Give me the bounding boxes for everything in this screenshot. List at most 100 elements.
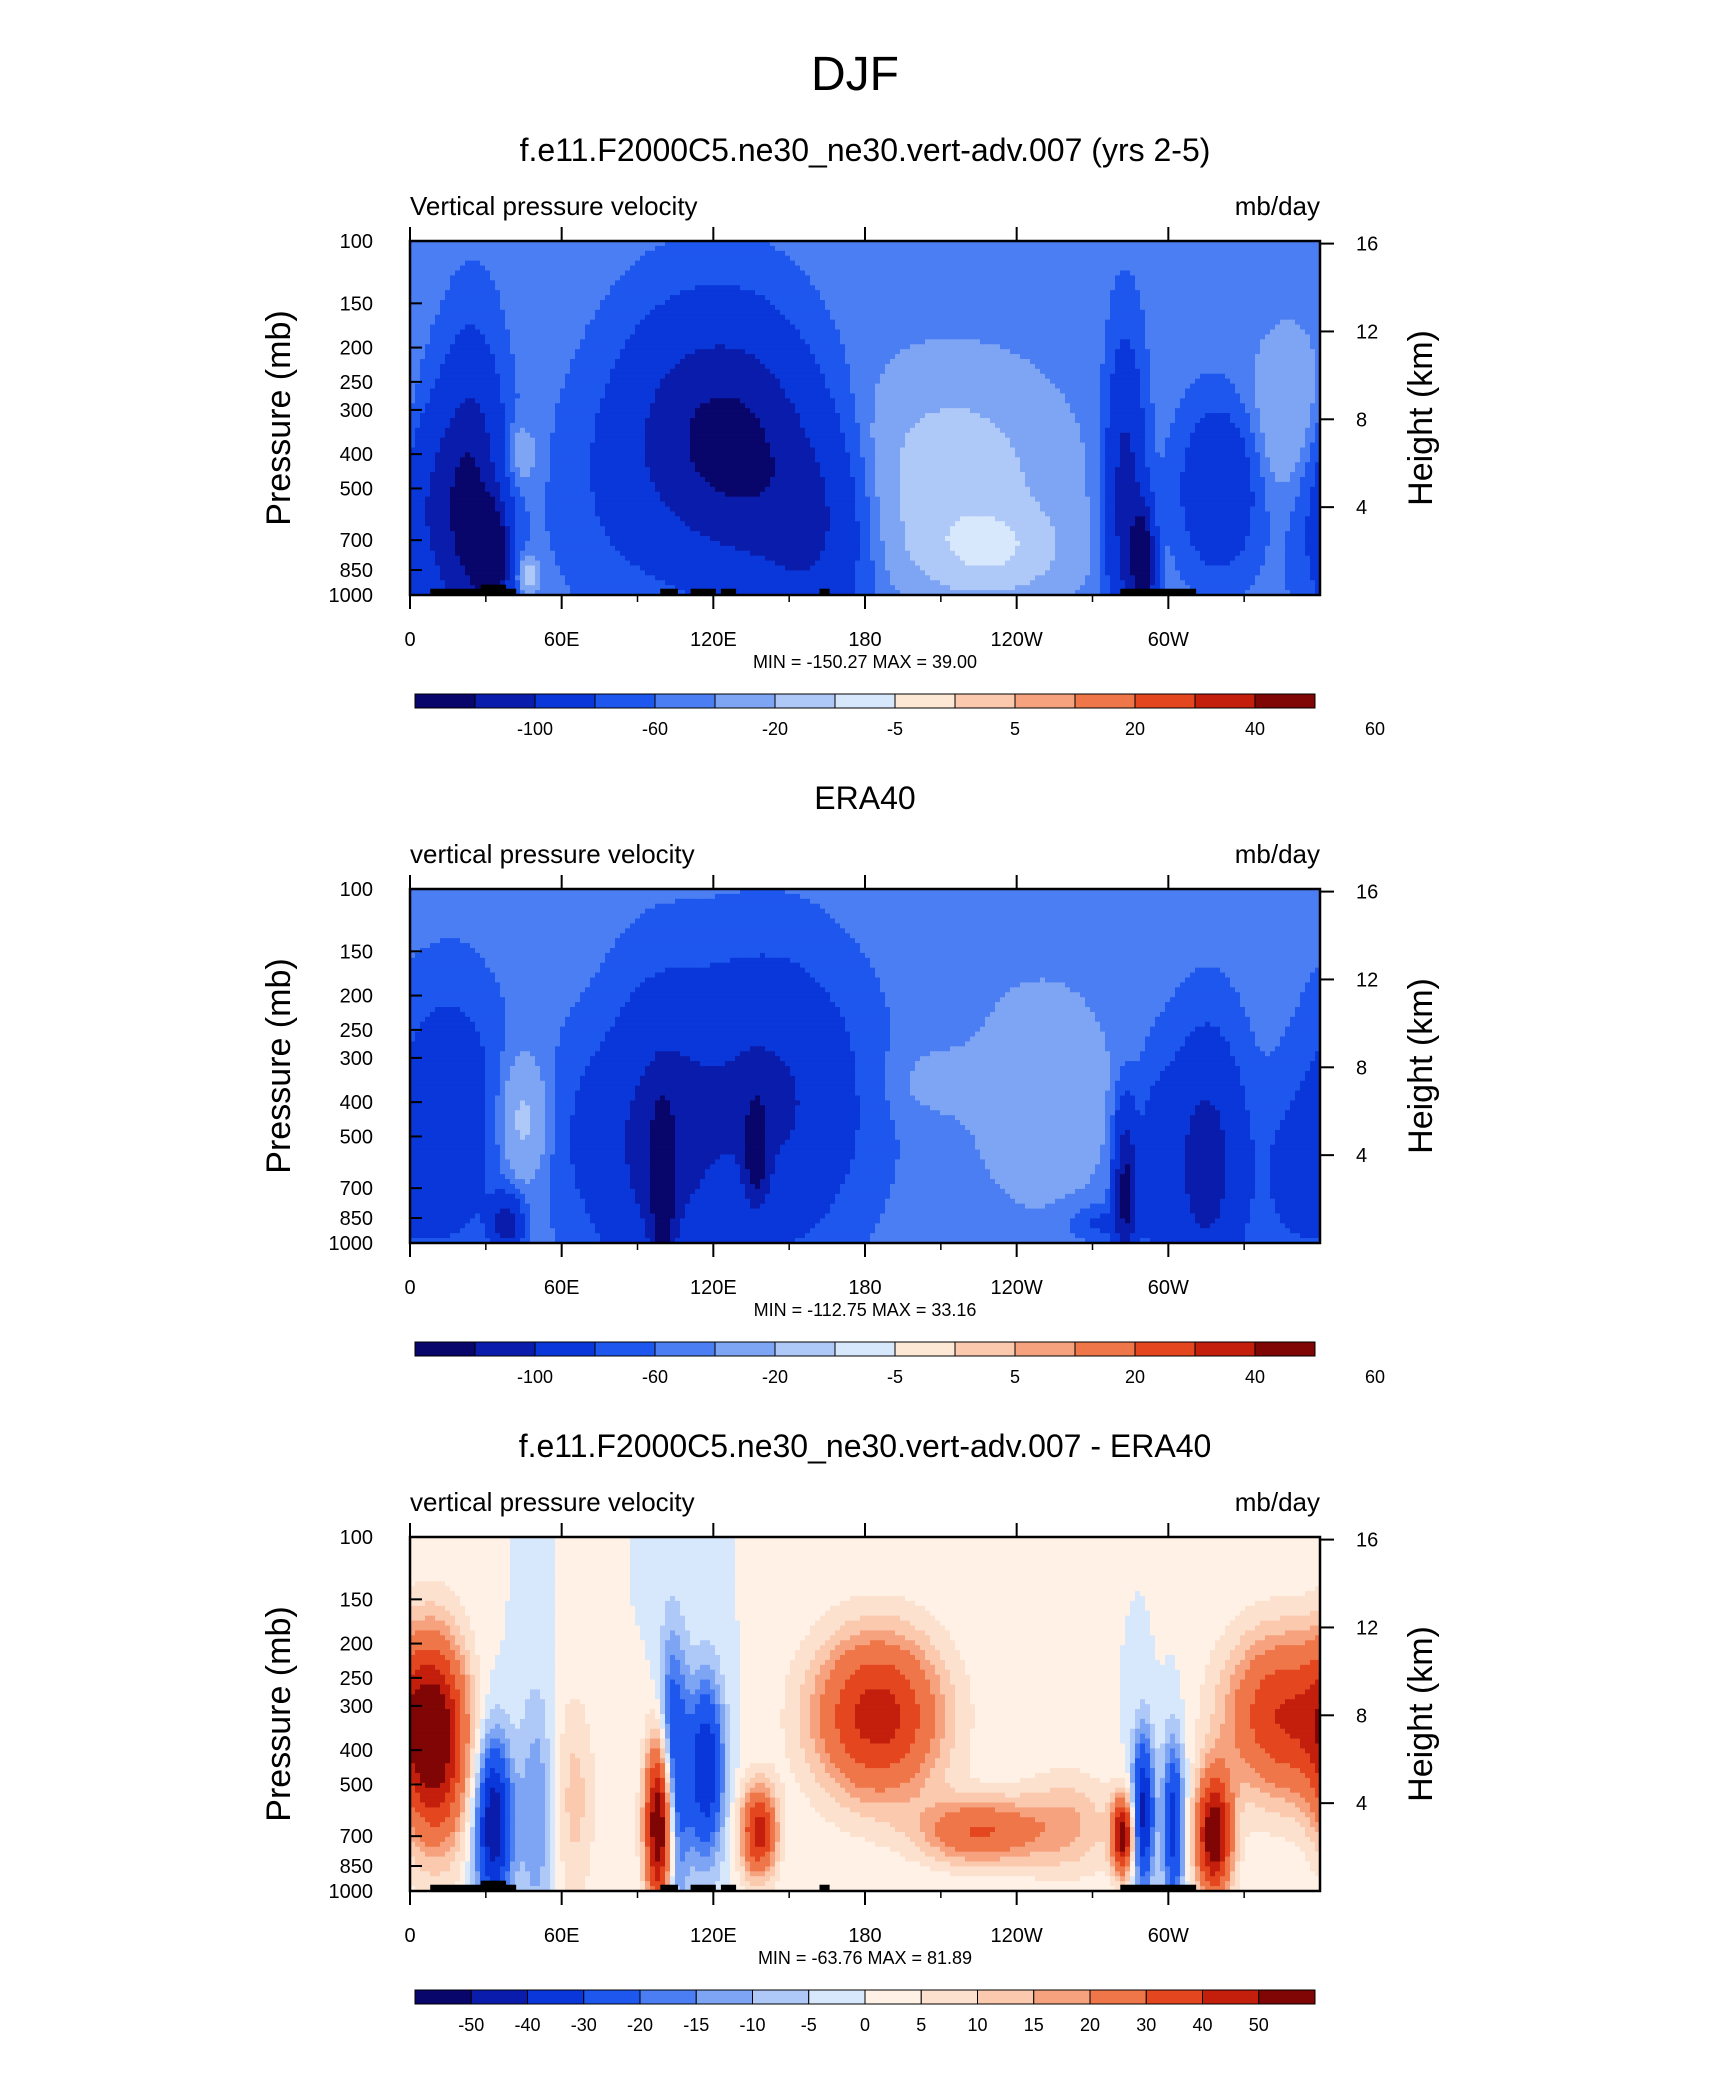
field-cell bbox=[1000, 363, 1006, 370]
field-cell bbox=[640, 290, 646, 296]
field-cell bbox=[1030, 368, 1036, 375]
field-cell bbox=[1030, 250, 1036, 257]
field-cell bbox=[760, 275, 766, 281]
field-cell bbox=[765, 309, 771, 316]
field-cell bbox=[1215, 324, 1221, 331]
field-cell bbox=[1075, 363, 1081, 370]
field-cell bbox=[870, 300, 876, 306]
field-cell bbox=[1035, 324, 1041, 331]
field-cell bbox=[710, 354, 716, 360]
field-cell bbox=[1215, 354, 1221, 360]
field-cell bbox=[985, 359, 991, 365]
field-cell bbox=[655, 349, 661, 355]
field-cell bbox=[580, 368, 586, 375]
field-cell bbox=[960, 339, 966, 345]
field-cell bbox=[910, 260, 916, 267]
field-cell bbox=[880, 359, 886, 365]
field-cell bbox=[525, 363, 531, 370]
field-cell bbox=[1050, 245, 1056, 252]
field-cell bbox=[705, 334, 711, 340]
field-cell bbox=[940, 275, 946, 281]
field-cell bbox=[565, 290, 571, 296]
field-cell bbox=[645, 255, 651, 262]
field-cell bbox=[730, 359, 736, 365]
field-cell bbox=[535, 349, 541, 355]
field-cell bbox=[1295, 329, 1301, 336]
field-cell bbox=[665, 354, 671, 360]
field-cell bbox=[920, 280, 926, 286]
field-cell bbox=[1165, 255, 1171, 262]
field-cell bbox=[1030, 245, 1036, 252]
field-cell bbox=[960, 319, 966, 326]
field-cell bbox=[745, 349, 751, 355]
field-cell bbox=[965, 270, 971, 277]
field-cell bbox=[1290, 265, 1296, 272]
field-cell bbox=[1150, 300, 1156, 306]
field-cell bbox=[725, 339, 731, 345]
field-cell bbox=[500, 354, 506, 360]
field-cell bbox=[675, 300, 681, 306]
field-cell bbox=[850, 270, 856, 277]
field-cell bbox=[1190, 265, 1196, 272]
field-cell bbox=[820, 359, 826, 365]
field-cell bbox=[460, 255, 466, 262]
field-cell bbox=[675, 295, 681, 301]
field-cell bbox=[765, 255, 771, 262]
field-cell bbox=[855, 329, 861, 336]
field-cell bbox=[1190, 275, 1196, 281]
field-cell bbox=[495, 245, 501, 252]
field-cell bbox=[415, 309, 421, 316]
field-cell bbox=[750, 250, 756, 257]
field-cell bbox=[610, 245, 616, 252]
field-cell bbox=[420, 309, 426, 316]
field-cell bbox=[1155, 290, 1161, 296]
field-cell bbox=[1155, 270, 1161, 277]
field-cell bbox=[1040, 344, 1046, 350]
field-cell bbox=[1010, 290, 1016, 296]
field-cell bbox=[620, 270, 626, 277]
field-cell bbox=[540, 245, 546, 252]
field-cell bbox=[945, 329, 951, 336]
field-cell bbox=[515, 255, 521, 262]
field-cell bbox=[870, 329, 876, 336]
field-cell bbox=[535, 368, 541, 375]
field-cell bbox=[1275, 265, 1281, 272]
field-cell bbox=[1275, 260, 1281, 267]
field-cell bbox=[940, 290, 946, 296]
field-cell bbox=[1025, 245, 1031, 252]
field-cell bbox=[855, 241, 861, 247]
field-cell bbox=[510, 250, 516, 257]
field-cell bbox=[1125, 241, 1131, 247]
field-cell bbox=[720, 285, 726, 291]
field-cell bbox=[1235, 309, 1241, 316]
field-cell bbox=[880, 304, 886, 311]
field-cell bbox=[1075, 314, 1081, 321]
field-cell bbox=[1095, 319, 1101, 326]
field-cell bbox=[910, 250, 916, 257]
field-cell bbox=[1270, 255, 1276, 262]
field-cell bbox=[1300, 260, 1306, 267]
field-cell bbox=[915, 368, 921, 375]
field-cell bbox=[525, 265, 531, 272]
field-cell bbox=[910, 334, 916, 340]
field-cell bbox=[480, 373, 486, 380]
field-cell bbox=[690, 265, 696, 272]
field-cell bbox=[765, 241, 771, 247]
field-cell bbox=[415, 290, 421, 296]
field-cell bbox=[1075, 334, 1081, 340]
field-cell bbox=[755, 280, 761, 286]
field-cell bbox=[1230, 260, 1236, 267]
field-cell bbox=[1075, 339, 1081, 345]
field-cell bbox=[1010, 285, 1016, 291]
field-cell bbox=[780, 255, 786, 262]
field-cell bbox=[1100, 300, 1106, 306]
field-cell bbox=[925, 255, 931, 262]
field-cell bbox=[1100, 339, 1106, 345]
field-cell bbox=[1130, 280, 1136, 286]
field-cell bbox=[855, 260, 861, 267]
field-cell bbox=[1005, 309, 1011, 316]
field-cell bbox=[800, 290, 806, 296]
field-cell bbox=[1205, 314, 1211, 321]
field-cell bbox=[885, 295, 891, 301]
field-cell bbox=[770, 304, 776, 311]
